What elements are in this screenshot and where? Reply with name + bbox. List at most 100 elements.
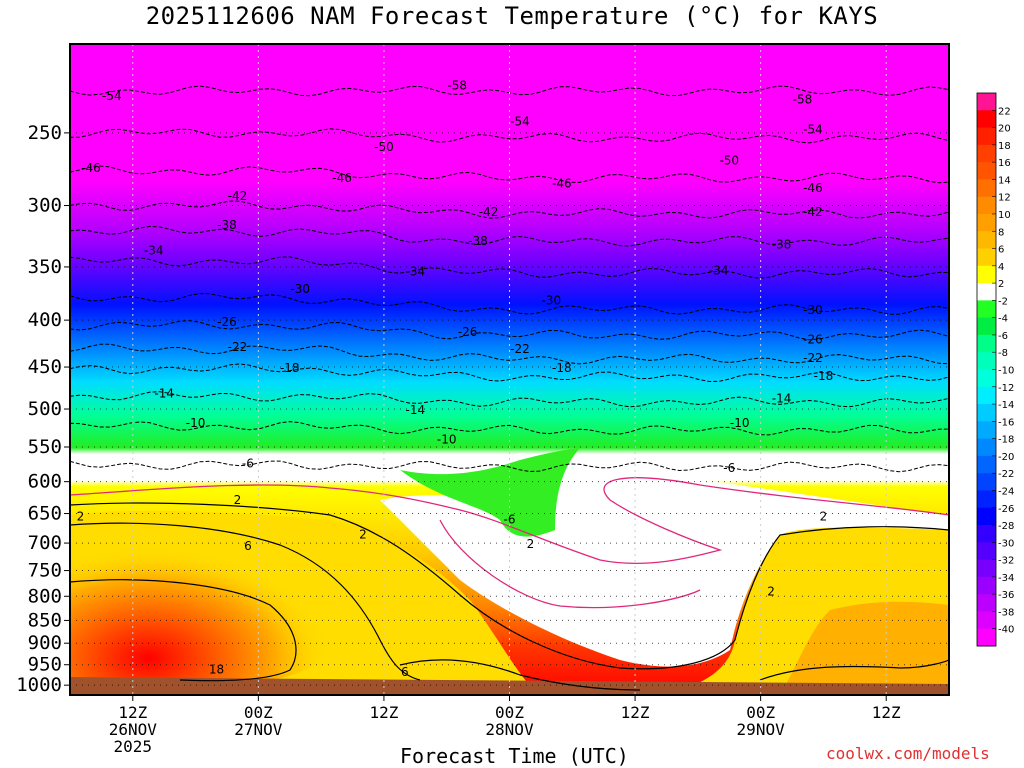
colorbar-label-9: 4 bbox=[998, 262, 1004, 273]
contour-label: 6 bbox=[244, 539, 252, 553]
colorbar-label-4: 14 bbox=[998, 175, 1011, 186]
contour-label: -30 bbox=[542, 294, 562, 308]
colorbar-label-11: -2 bbox=[998, 296, 1008, 307]
colorbar-swatch-19 bbox=[977, 421, 996, 440]
colorbar-swatch-14 bbox=[977, 334, 996, 353]
credit-link[interactable]: coolwx.com/models bbox=[826, 744, 990, 763]
y-tick-label-600: 600 bbox=[28, 471, 62, 493]
contour-label: -38 bbox=[217, 218, 237, 232]
contour-label: -30 bbox=[290, 282, 310, 296]
colorbar-swatch-23 bbox=[977, 490, 996, 509]
colorbar-swatch-3 bbox=[977, 144, 996, 163]
contour-dashed-6 bbox=[70, 292, 949, 315]
contour-label: -54 bbox=[510, 115, 530, 129]
contour-label: -22 bbox=[510, 342, 530, 356]
x-tick-label-5-0: 00Z bbox=[746, 703, 775, 722]
colorbar-label-30: -40 bbox=[998, 625, 1014, 636]
y-tick-label-450: 450 bbox=[28, 356, 62, 378]
colorbar-label-1: 20 bbox=[998, 124, 1011, 135]
contour-dashed-5 bbox=[70, 256, 949, 279]
contour-dashed-11 bbox=[70, 421, 949, 436]
colorbar-swatch-13 bbox=[977, 317, 996, 336]
contour-label: 2 bbox=[527, 537, 535, 551]
contour-label: -54 bbox=[803, 123, 823, 137]
colorbar-swatch-7 bbox=[977, 213, 996, 232]
colorbar-swatch-2 bbox=[977, 127, 996, 146]
chart-title: 2025112606 NAM Forecast Temperature (°C)… bbox=[145, 2, 879, 30]
x-tick-label-0-1: 26NOV bbox=[109, 720, 158, 739]
colorbar-swatch-8 bbox=[977, 231, 996, 250]
contour-label: 2 bbox=[77, 510, 85, 524]
colorbar-label-16: -12 bbox=[998, 383, 1014, 394]
colorbar-label-8: 6 bbox=[998, 245, 1004, 256]
colorbar-label-14: -8 bbox=[998, 348, 1008, 359]
y-tick-label-550: 550 bbox=[28, 436, 62, 458]
contour-label: -10 bbox=[437, 433, 457, 447]
contour-label: -58 bbox=[447, 79, 467, 93]
contour-dashed-7 bbox=[70, 320, 949, 341]
x-tick-label-1-1: 27NOV bbox=[234, 720, 283, 739]
colorbar-swatch-22 bbox=[977, 473, 996, 491]
x-tick-label-3-1: 28NOV bbox=[485, 720, 534, 739]
colorbar-swatch-31 bbox=[977, 628, 996, 647]
contour-label: -18 bbox=[280, 361, 300, 375]
y-tick-label-1000: 1000 bbox=[16, 674, 62, 696]
contour-label: -50 bbox=[374, 140, 394, 154]
contour-dashed-2 bbox=[70, 165, 949, 184]
contour-dashed-3 bbox=[70, 200, 949, 219]
colorbar-swatch-10 bbox=[977, 265, 996, 284]
contour-label: -34 bbox=[406, 264, 426, 278]
colorbar-label-3: 16 bbox=[998, 158, 1011, 169]
contour-label: 2 bbox=[767, 584, 775, 598]
contour-label: -14 bbox=[154, 387, 174, 401]
colorbar-swatch-17 bbox=[977, 386, 996, 405]
colorbar-swatch-15 bbox=[977, 352, 996, 370]
colorbar-label-2: 18 bbox=[998, 141, 1011, 152]
contour-label: -42 bbox=[228, 189, 248, 203]
x-tick-label-0-2: 2025 bbox=[114, 737, 153, 756]
y-tick-label-250: 250 bbox=[28, 122, 62, 144]
colorbar-swatch-21 bbox=[977, 455, 996, 474]
colorbar-label-12: -4 bbox=[998, 314, 1008, 325]
colorbar-swatch-24 bbox=[977, 507, 996, 526]
contour-solid-0 bbox=[70, 502, 949, 670]
colorbar-label-26: -32 bbox=[998, 556, 1014, 567]
colorbar-label-10: 2 bbox=[998, 279, 1004, 290]
contour-solid-4 bbox=[759, 659, 949, 681]
y-tick-label-900: 900 bbox=[28, 632, 62, 654]
contour-label: -38 bbox=[468, 234, 488, 248]
contour-label: -34 bbox=[709, 263, 729, 277]
contour-dashed-1 bbox=[70, 128, 949, 144]
colorbar-label-18: -16 bbox=[998, 417, 1014, 428]
colorbar-swatch-27 bbox=[977, 559, 996, 578]
colorbar-label-27: -34 bbox=[998, 573, 1014, 584]
colorbar-swatch-28 bbox=[977, 576, 996, 595]
colorbar-swatch-12 bbox=[977, 300, 996, 319]
contour-label: -26 bbox=[458, 325, 478, 339]
grid-lines bbox=[70, 44, 949, 695]
y-axis: 2503003504004505005506006507007508008509… bbox=[16, 122, 70, 696]
contour-label: -38 bbox=[772, 238, 792, 252]
contour-label: -54 bbox=[102, 89, 122, 103]
colorbar-label-22: -24 bbox=[998, 486, 1014, 497]
contour-labels: -58 -58 -54 -54 -54 -50 -50 -46 -46 -46 -46 -42 -42 -… bbox=[77, 79, 834, 680]
x-tick-label-3-0: 00Z bbox=[495, 703, 524, 722]
contour-label: -22 bbox=[803, 351, 823, 365]
contour-label: -34 bbox=[144, 244, 164, 258]
contour-label: -42 bbox=[479, 205, 499, 219]
x-tick-label-1-0: 00Z bbox=[244, 703, 273, 722]
colorbar-label-7: 8 bbox=[998, 227, 1004, 238]
contour-label: 18 bbox=[209, 663, 224, 677]
colorbar-swatch-5 bbox=[977, 179, 996, 198]
contour-solid-3 bbox=[399, 659, 641, 691]
y-tick-label-400: 400 bbox=[28, 309, 62, 331]
colorbar-swatch-16 bbox=[977, 369, 996, 388]
colorbar-swatch-30 bbox=[977, 611, 996, 630]
contour-label: -46 bbox=[332, 171, 352, 185]
colorbar-swatch-11 bbox=[977, 283, 996, 301]
contour-label: -10 bbox=[730, 416, 750, 430]
contour-label: -22 bbox=[228, 340, 248, 354]
colorbar-label-20: -20 bbox=[998, 452, 1014, 463]
colorbar-label-21: -22 bbox=[998, 469, 1014, 480]
